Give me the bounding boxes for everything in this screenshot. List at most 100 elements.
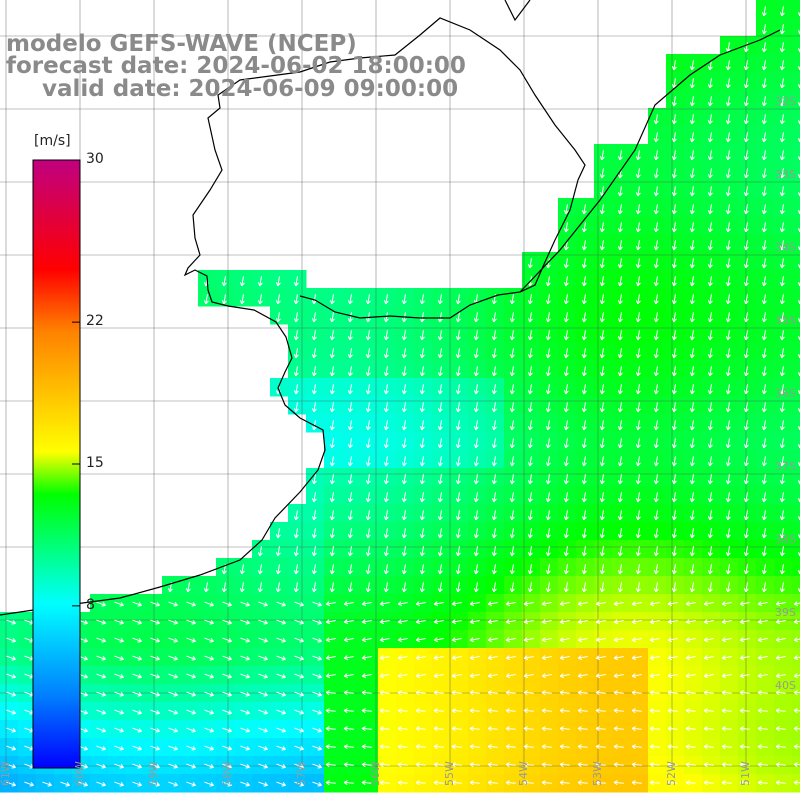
wind-arrow	[168, 673, 178, 679]
latitude-label: 40S	[775, 679, 796, 692]
wind-arrow	[685, 708, 696, 714]
wind-arrow	[779, 384, 785, 395]
wind-arrow	[743, 60, 749, 71]
wind-cell	[792, 396, 800, 415]
wind-arrow	[559, 726, 570, 732]
wind-arrow	[186, 709, 196, 715]
wind-arrow	[361, 655, 372, 661]
wind-arrow	[505, 780, 516, 786]
wind-cell	[792, 522, 800, 541]
wind-arrow	[631, 655, 642, 661]
wind-arrow	[559, 690, 570, 696]
wind-arrow	[527, 510, 533, 521]
wind-arrow	[689, 564, 695, 575]
wind-arrow	[487, 601, 498, 607]
wind-arrow	[545, 582, 551, 593]
wind-arrow	[437, 528, 443, 539]
wind-arrow	[312, 655, 322, 661]
wind-arrow	[437, 348, 443, 359]
wind-cell	[792, 342, 800, 361]
wind-arrow	[329, 384, 335, 395]
wind-arrow	[793, 726, 800, 732]
wind-arrow	[671, 258, 677, 269]
wind-arrow	[581, 294, 587, 305]
wind-arrow	[779, 312, 785, 323]
wind-arrow	[240, 727, 250, 733]
wind-arrow	[437, 366, 443, 377]
wind-arrow	[365, 294, 371, 305]
wind-arrow	[599, 222, 605, 233]
wind-arrow	[509, 438, 515, 449]
wind-arrow	[509, 564, 515, 575]
wind-arrow	[240, 745, 250, 751]
wind-arrow	[325, 673, 336, 679]
wind-arrow	[581, 402, 587, 413]
wind-arrow	[649, 744, 660, 750]
wind-arrow	[204, 745, 214, 751]
wind-arrow	[635, 150, 641, 161]
wind-arrow	[329, 510, 335, 521]
wind-arrow	[523, 637, 534, 643]
wind-arrow	[415, 637, 426, 643]
wind-arrow	[383, 474, 389, 485]
wind-arrow	[329, 528, 335, 539]
wind-arrow	[221, 294, 227, 305]
wind-arrow	[649, 619, 660, 625]
wind-arrow	[383, 510, 389, 521]
wind-arrow	[455, 474, 461, 485]
wind-arrow	[743, 492, 749, 503]
wind-arrow	[581, 366, 587, 377]
wind-arrow	[613, 655, 624, 661]
wind-arrow	[311, 384, 317, 395]
wind-arrow	[150, 673, 160, 679]
wind-arrow	[347, 564, 353, 575]
wind-arrow	[667, 619, 678, 625]
wind-arrow	[743, 456, 749, 467]
wind-cell	[792, 54, 800, 73]
wind-arrow	[132, 637, 142, 643]
wind-arrow	[545, 492, 551, 503]
wind-arrow	[779, 24, 785, 35]
wind-arrow	[361, 744, 372, 750]
wind-arrow	[276, 673, 286, 679]
wind-arrow	[563, 258, 569, 269]
wind-arrow	[365, 546, 371, 557]
wind-arrow	[707, 96, 713, 107]
wind-arrow	[617, 546, 623, 557]
wind-arrow	[311, 330, 317, 341]
wind-arrow	[491, 510, 497, 521]
wind-arrow	[775, 655, 786, 661]
wind-arrow	[581, 258, 587, 269]
wind-arrow	[437, 546, 443, 557]
wind-arrow	[635, 294, 641, 305]
wind-arrow	[509, 546, 515, 557]
wind-arrow	[505, 762, 516, 768]
wind-arrow	[779, 348, 785, 359]
wind-arrow	[415, 726, 426, 732]
wind-arrow	[577, 726, 588, 732]
wind-arrow	[725, 582, 731, 593]
wind-arrow	[671, 168, 677, 179]
wind-arrow	[419, 384, 425, 395]
lat-lon-grid	[0, 0, 800, 770]
wind-arrow	[617, 258, 623, 269]
wind-arrow	[653, 294, 659, 305]
wind-arrow	[186, 637, 196, 643]
wind-arrow	[240, 655, 250, 661]
wind-arrow	[114, 763, 124, 769]
wind-arrow	[757, 780, 768, 786]
wind-arrow	[779, 294, 785, 305]
wind-arrow	[721, 780, 732, 786]
wind-arrow	[204, 619, 214, 625]
wind-arrow	[312, 709, 322, 715]
wind-arrow	[545, 564, 551, 575]
latitude-label: 35S	[775, 314, 796, 327]
wind-arrow	[743, 96, 749, 107]
wind-arrow	[379, 708, 390, 714]
wind-arrow	[667, 708, 678, 714]
wind-arrow	[276, 655, 286, 661]
wind-arrow	[455, 312, 461, 323]
wind-arrow	[379, 744, 390, 750]
wind-arrow	[365, 402, 371, 413]
